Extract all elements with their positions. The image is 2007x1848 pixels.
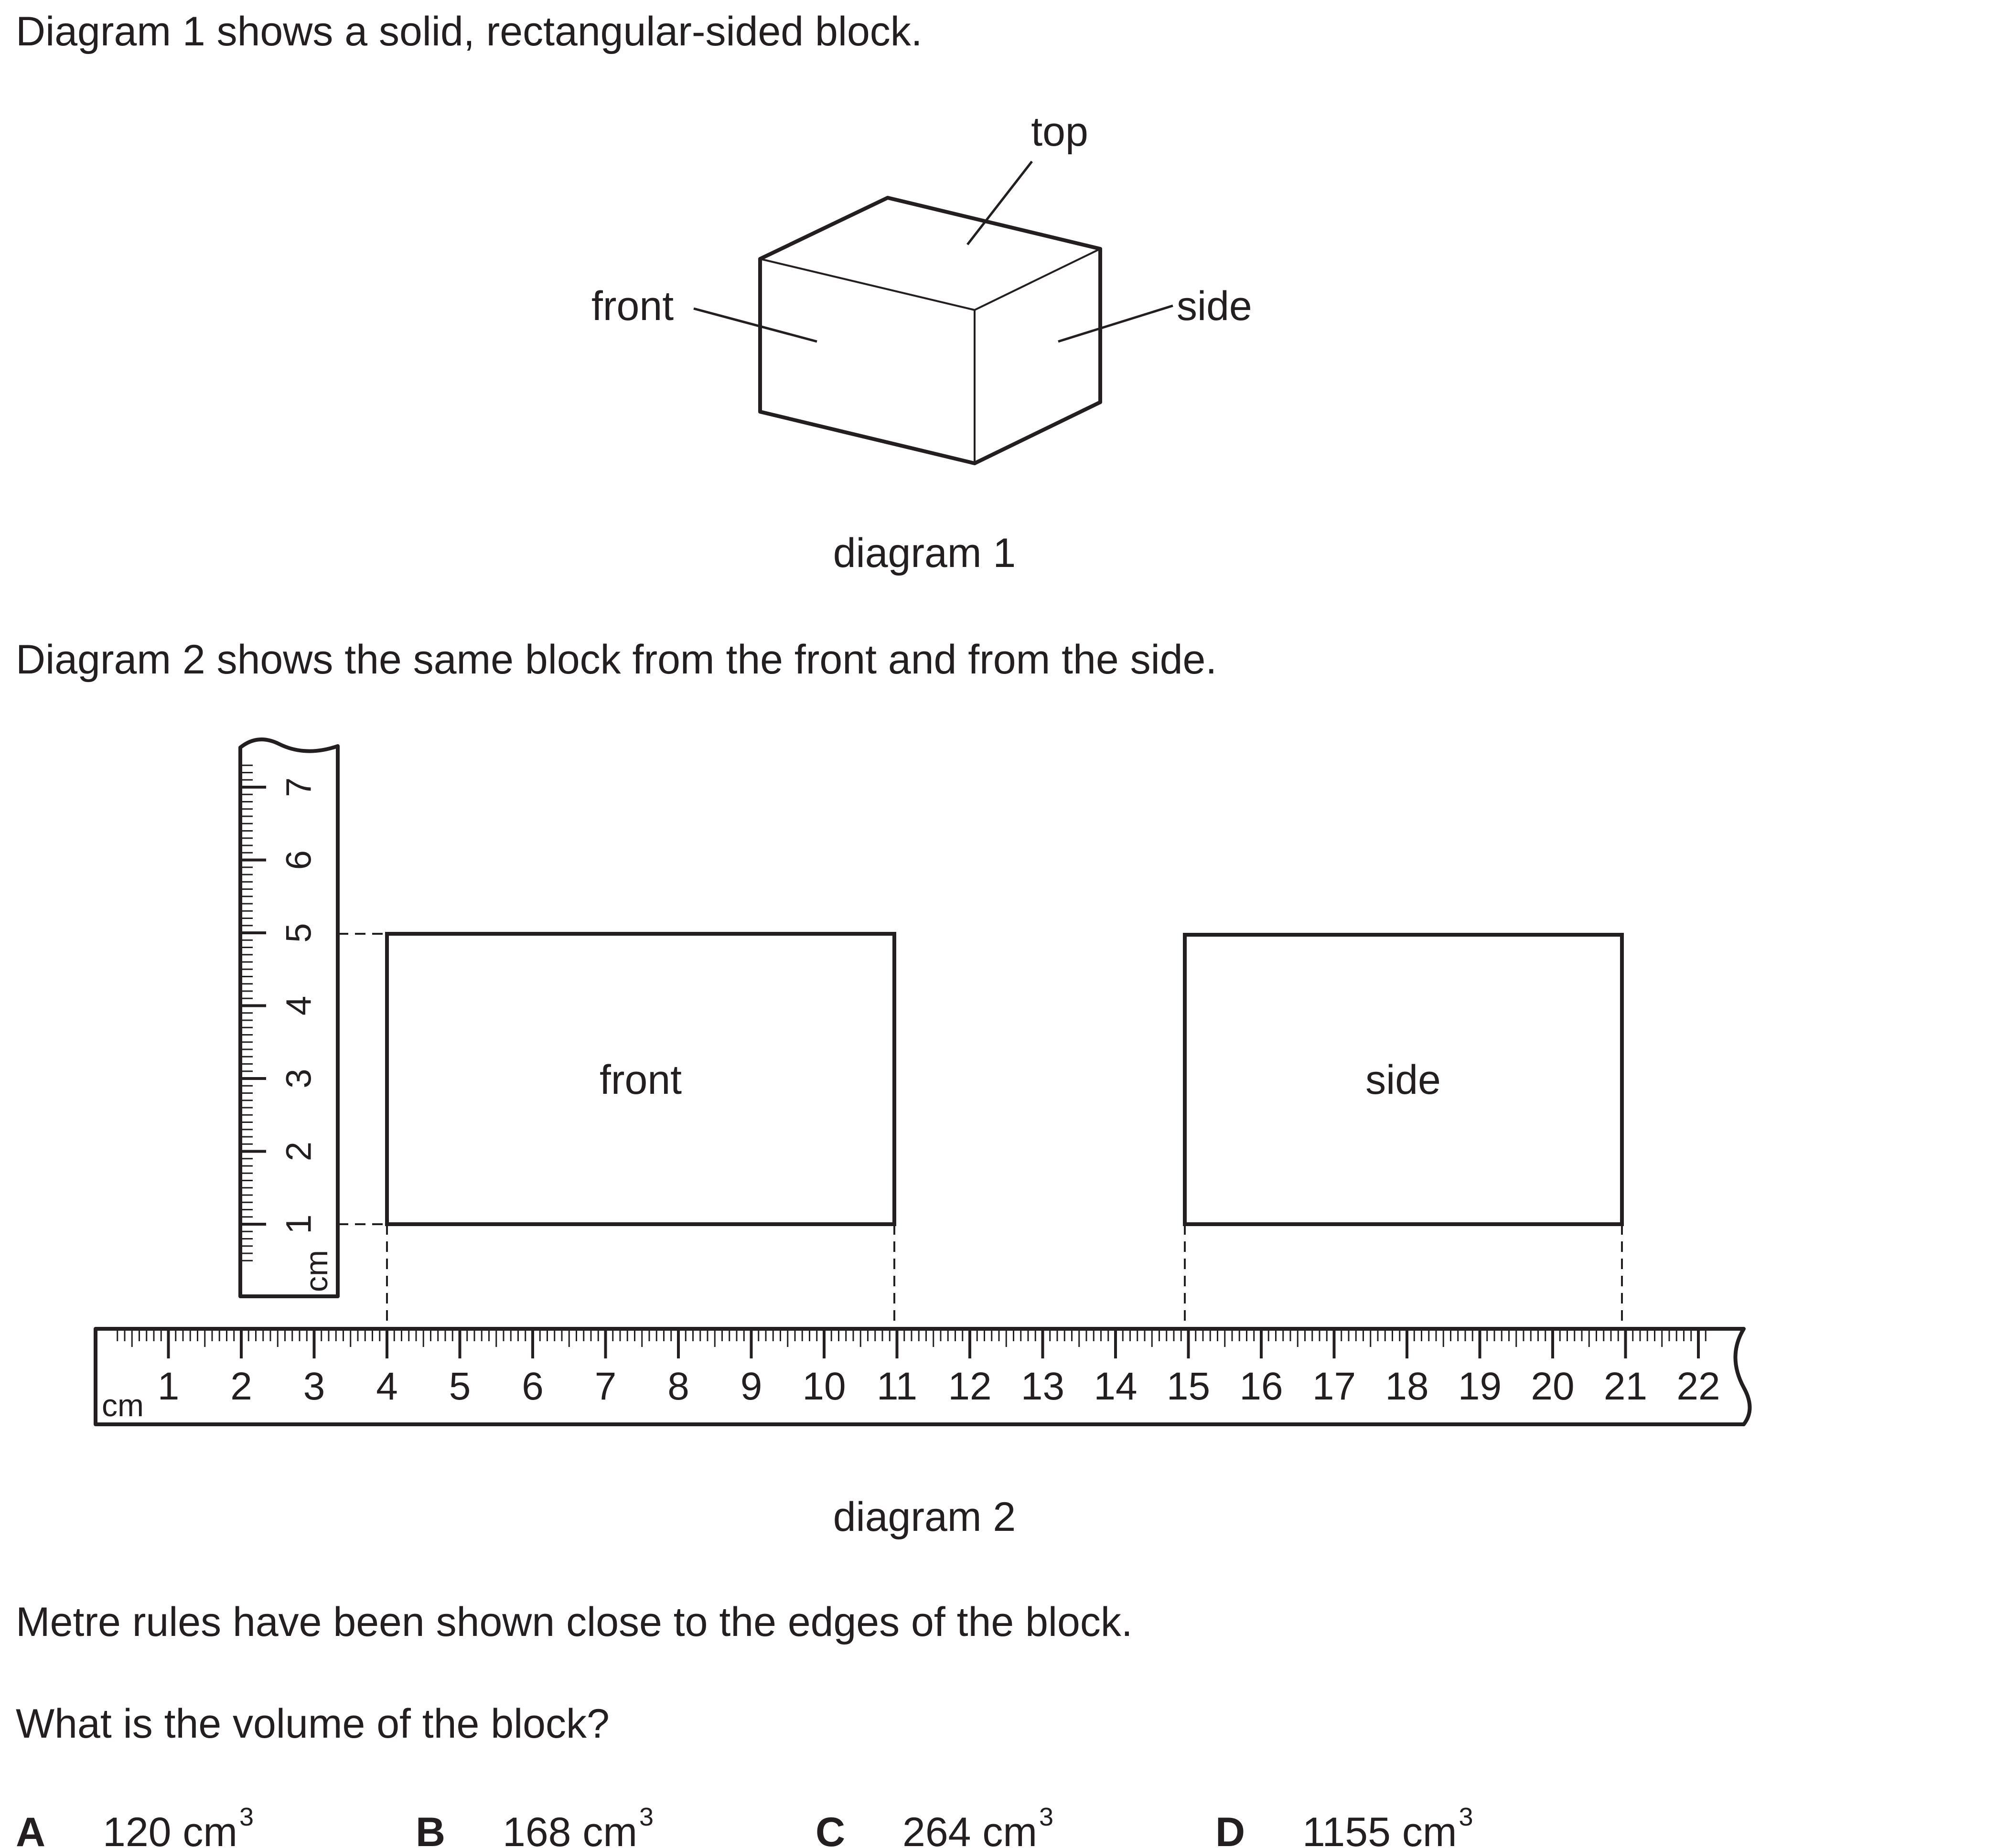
horizontal-ruler: cm 1 2 3 4 5 6 7 8 9 10 11 12 13 14 15 16 17 18 19 20 21 22 bbox=[94, 1327, 1752, 1426]
horizontal-ruler-label: 15 bbox=[1167, 1365, 1210, 1408]
horizontal-ruler-label: 13 bbox=[1021, 1365, 1064, 1408]
horizontal-ruler-unit: cm bbox=[102, 1388, 144, 1423]
dashed-guides bbox=[338, 933, 1623, 1328]
option-letter: D bbox=[1215, 1809, 1245, 1848]
horizontal-ruler-label: 21 bbox=[1604, 1365, 1647, 1408]
vertical-ruler-label: 7 bbox=[279, 777, 319, 797]
option-letter: B bbox=[416, 1809, 445, 1848]
horizontal-ruler-label: 1 bbox=[158, 1365, 180, 1408]
horizontal-ruler-outline bbox=[94, 1327, 1752, 1426]
option-letter: C bbox=[816, 1809, 845, 1848]
vertical-ruler: cm 1 2 3 4 5 6 7 bbox=[238, 737, 340, 1298]
horizontal-ruler-label: 16 bbox=[1239, 1365, 1283, 1408]
horizontal-ruler-label: 22 bbox=[1676, 1365, 1720, 1408]
answer-options: A 120 cm 3 B 168 cm 3 C 264 cm 3 D 1155 cm 3 bbox=[16, 1803, 1473, 1848]
front-view-label: front bbox=[600, 1057, 682, 1103]
horizontal-ruler-label: 20 bbox=[1531, 1365, 1574, 1408]
vertical-ruler-outline bbox=[238, 737, 340, 1298]
side-view-label: side bbox=[1365, 1057, 1441, 1103]
horizontal-ruler-label: 6 bbox=[522, 1365, 544, 1408]
horizontal-ruler-label: 19 bbox=[1458, 1365, 1502, 1408]
option-superscript: 3 bbox=[1459, 1803, 1473, 1831]
vertical-ruler-label: 6 bbox=[279, 850, 319, 870]
top-leader-line bbox=[966, 160, 1033, 246]
option-superscript: 3 bbox=[639, 1803, 654, 1831]
horizontal-ruler-label: 5 bbox=[449, 1365, 471, 1408]
diagram-1-caption: diagram 1 bbox=[833, 530, 1016, 576]
diagram-1: top front side diagram 1 bbox=[591, 109, 1252, 576]
horizontal-ruler-label: 14 bbox=[1094, 1365, 1137, 1408]
option-value: 120 cm bbox=[103, 1809, 237, 1848]
horizontal-ruler-label: 12 bbox=[948, 1365, 991, 1408]
option-value: 264 cm bbox=[902, 1809, 1037, 1848]
option-value: 168 cm bbox=[503, 1809, 637, 1848]
horizontal-ruler-label: 7 bbox=[595, 1365, 617, 1408]
block-edge-top-side bbox=[974, 248, 1101, 311]
vertical-ruler-ticks: 1 2 3 4 5 6 7 bbox=[242, 764, 319, 1261]
option-superscript: 3 bbox=[1039, 1803, 1053, 1831]
horizontal-ruler-label: 3 bbox=[303, 1365, 325, 1408]
side-view-rectangle bbox=[1183, 933, 1624, 1226]
option-value: 1155 cm bbox=[1302, 1809, 1457, 1848]
label-front: front bbox=[591, 283, 674, 329]
vertical-ruler-label: 3 bbox=[279, 1068, 319, 1088]
intro-text-2: Diagram 2 shows the same block from the … bbox=[16, 637, 1217, 683]
horizontal-ruler-label: 17 bbox=[1312, 1365, 1356, 1408]
front-view-rectangle bbox=[385, 932, 896, 1226]
vertical-ruler-label: 5 bbox=[279, 923, 319, 942]
intro-text-1: Diagram 1 shows a solid, rectangular-sid… bbox=[16, 9, 923, 54]
block-outline bbox=[758, 196, 1102, 465]
option-superscript: 3 bbox=[239, 1803, 254, 1831]
vertical-ruler-label: 1 bbox=[279, 1214, 319, 1234]
side-leader-line bbox=[1058, 304, 1173, 343]
note-text: Metre rules have been shown close to the… bbox=[16, 1599, 1133, 1645]
block-edge-top-front bbox=[760, 258, 975, 311]
vertical-ruler-label: 2 bbox=[279, 1142, 319, 1161]
horizontal-ruler-label: 4 bbox=[376, 1365, 398, 1408]
front-leader-line bbox=[693, 307, 817, 343]
question-text: What is the volume of the block? bbox=[16, 1701, 610, 1747]
vertical-ruler-label: 4 bbox=[279, 996, 319, 1015]
horizontal-ruler-ticks: 1 2 3 4 5 6 7 8 9 10 11 12 13 14 15 16 17 18 19 20 21 22 bbox=[117, 1331, 1720, 1408]
horizontal-ruler-label: 10 bbox=[802, 1365, 846, 1408]
horizontal-ruler-label: 8 bbox=[667, 1365, 689, 1408]
diagram-2-caption: diagram 2 bbox=[833, 1494, 1016, 1540]
horizontal-ruler-label: 18 bbox=[1385, 1365, 1428, 1408]
vertical-ruler-unit: cm bbox=[299, 1250, 334, 1292]
horizontal-ruler-label: 2 bbox=[230, 1365, 252, 1408]
horizontal-ruler-label: 11 bbox=[877, 1365, 917, 1408]
label-top: top bbox=[1031, 109, 1088, 155]
label-side: side bbox=[1177, 283, 1252, 329]
horizontal-ruler-label: 9 bbox=[741, 1365, 762, 1408]
option-letter: A bbox=[16, 1809, 45, 1848]
